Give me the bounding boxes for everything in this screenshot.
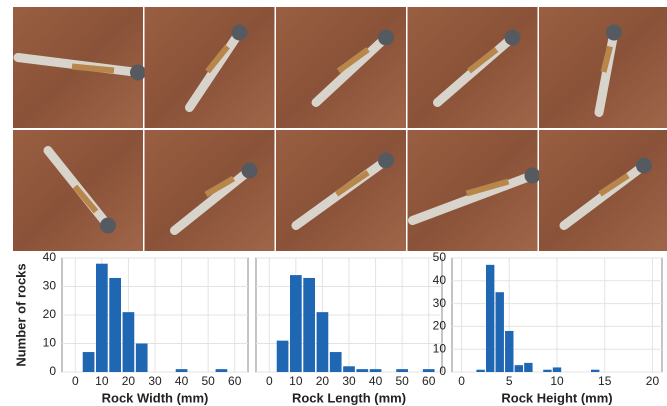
figure: 0102030400102030405060Rock Width (mm)Num… (0, 0, 667, 406)
y-tick-label: 40 (43, 250, 57, 264)
x-tick-label: 60 (422, 374, 436, 388)
bar (277, 341, 289, 372)
bar (591, 370, 599, 372)
photo (13, 130, 143, 251)
bar (290, 275, 302, 372)
x-axis-label: Rock Length (mm) (292, 390, 406, 405)
sample-cap (525, 168, 541, 184)
x-tick-label: 20 (646, 374, 660, 388)
sample-cap (378, 30, 394, 46)
x-tick-label: 0 (72, 374, 79, 388)
bar (496, 292, 504, 372)
sample-cap (130, 65, 146, 81)
photo (408, 7, 538, 128)
x-tick-label: 20 (122, 374, 136, 388)
bar (486, 265, 494, 372)
y-tick-label: 50 (433, 250, 447, 264)
bar (343, 366, 355, 372)
bar (317, 312, 329, 372)
sample-cap (378, 153, 394, 169)
sample-cap (100, 218, 116, 234)
x-tick-label: 10 (289, 374, 303, 388)
bar (396, 369, 408, 372)
x-tick-label: 30 (342, 374, 356, 388)
bar (476, 370, 484, 372)
sample-cap (505, 30, 521, 46)
sample-cap (232, 25, 248, 41)
bar (356, 369, 368, 372)
x-tick-label: 50 (395, 374, 409, 388)
sample-cap (636, 158, 652, 174)
bar (96, 264, 108, 372)
y-tick-label: 0 (439, 364, 446, 378)
photo (408, 130, 541, 251)
histogram-panel: 0 10 20 30 40 50 0 5 10 15 20 Rock Height (mm) (433, 250, 662, 405)
bar (543, 370, 551, 372)
bar (524, 363, 532, 372)
bar (330, 352, 342, 372)
bar (303, 278, 315, 372)
photo (276, 7, 406, 128)
x-tick-label: 60 (228, 374, 242, 388)
photo (145, 7, 275, 128)
bar (216, 369, 228, 372)
histogram-panel: 0 10 20 30 40 0 10 20 30 40 50 60 Rock Width (mm) Num… (13, 250, 248, 405)
bar (515, 365, 523, 372)
bar (370, 369, 382, 372)
bar (423, 369, 435, 372)
sample-band (72, 67, 114, 71)
x-tick-label: 0 (458, 374, 465, 388)
y-tick-label: 30 (433, 296, 447, 310)
photo (539, 130, 667, 251)
sample-cap (242, 163, 258, 179)
sample-cap (606, 25, 622, 41)
histogram-panel: 0 10 20 30 40 50 60 Rock Length (mm) (256, 258, 442, 405)
photo (13, 7, 146, 128)
bar (176, 369, 188, 372)
y-tick-label: 10 (433, 341, 447, 355)
x-tick-label: 10 (550, 374, 564, 388)
x-tick-label: 40 (369, 374, 383, 388)
x-tick-label: 30 (148, 374, 162, 388)
x-tick-label: 10 (95, 374, 109, 388)
y-tick-label: 40 (433, 273, 447, 287)
photo (539, 7, 667, 128)
bar (505, 331, 513, 372)
y-tick-label: 0 (49, 364, 56, 378)
bar (83, 352, 95, 372)
x-tick-label: 40 (175, 374, 189, 388)
bar (123, 312, 135, 372)
photo (145, 130, 275, 251)
y-axis-label: Number of rocks (13, 263, 28, 366)
x-tick-label: 15 (598, 374, 612, 388)
x-tick-label: 0 (266, 374, 273, 388)
bar (109, 278, 121, 372)
x-tick-label: 5 (506, 374, 513, 388)
x-tick-label: 50 (201, 374, 215, 388)
y-tick-label: 20 (43, 307, 57, 321)
photo (276, 130, 406, 251)
x-tick-label: 20 (316, 374, 330, 388)
photo-grid (13, 7, 667, 251)
y-tick-label: 20 (433, 319, 447, 333)
y-tick-label: 10 (43, 336, 57, 350)
bar (553, 367, 561, 372)
y-tick-label: 30 (43, 279, 57, 293)
x-axis-label: Rock Height (mm) (501, 390, 612, 405)
bar (136, 344, 148, 373)
x-axis-label: Rock Width (mm) (102, 390, 209, 405)
